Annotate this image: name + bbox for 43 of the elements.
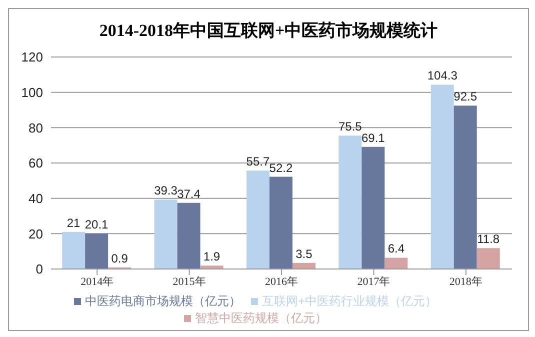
- x-tick-label: 2014年: [80, 276, 114, 288]
- bar: [246, 170, 270, 269]
- bar: [154, 200, 178, 269]
- data-label: 104.3: [427, 68, 458, 83]
- y-tick-label: 40: [28, 190, 43, 206]
- data-label: 37.4: [177, 186, 201, 201]
- bar: [384, 258, 408, 269]
- data-label: 1.9: [203, 250, 220, 264]
- data-label: 0.9: [111, 251, 128, 266]
- legend-label: 智慧中医药规模（亿元）: [195, 311, 327, 325]
- data-label: 21: [66, 216, 81, 230]
- bar: [362, 146, 385, 269]
- x-tick-label: 2015年: [172, 276, 206, 288]
- bar: [454, 106, 477, 269]
- bar: [338, 136, 362, 269]
- bar: [430, 84, 454, 269]
- y-tick-label: 60: [28, 156, 43, 171]
- y-tick-label: 0: [36, 262, 43, 277]
- bar: [476, 248, 500, 269]
- legend-label: 中医药电商市场规模（亿元）: [84, 294, 241, 308]
- y-tick-label: 20: [28, 226, 43, 242]
- data-label: 69.1: [361, 130, 386, 145]
- data-label: 55.7: [246, 154, 270, 169]
- x-tick-label: 2017年: [357, 276, 390, 288]
- y-tick-label: 80: [28, 120, 43, 136]
- data-label: 3.5: [296, 246, 313, 261]
- y-tick-label: 100: [21, 84, 43, 100]
- data-label: 92.5: [454, 90, 478, 104]
- x-tick-label: 2016年: [265, 276, 298, 288]
- data-label: 75.5: [338, 120, 362, 134]
- data-label: 39.3: [154, 184, 178, 198]
- bar: [85, 233, 108, 269]
- x-tick-label: 2018年: [449, 276, 482, 288]
- data-label: 11.8: [477, 232, 500, 246]
- y-tick-label: 120: [21, 50, 43, 65]
- data-label: 52.2: [269, 160, 293, 175]
- bar: [177, 202, 200, 269]
- legend-label: 互联网+中医药行业规模（亿元）: [262, 294, 437, 308]
- bar: [62, 232, 86, 269]
- bar: [269, 176, 292, 269]
- chart-title: 2014-2018年中国互联网+中医药市场规模统计: [98, 20, 439, 42]
- data-label: 20.1: [84, 217, 109, 232]
- data-label: 6.4: [388, 242, 405, 256]
